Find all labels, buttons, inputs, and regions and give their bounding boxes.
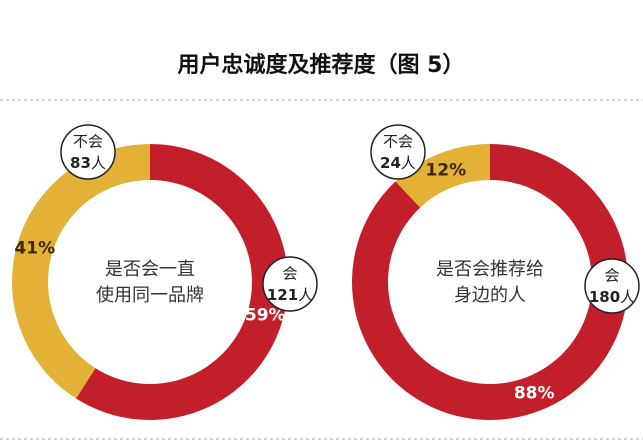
value-label: 12% xyxy=(425,160,466,180)
count-unit: 人 xyxy=(401,154,416,172)
donut-slice xyxy=(11,144,150,399)
count-number: 83 xyxy=(70,154,91,172)
center-label: 是否会推荐给 xyxy=(436,259,544,280)
donut-slice xyxy=(76,144,288,420)
callout-circle xyxy=(370,124,426,180)
value-label: 88% xyxy=(514,384,555,404)
donut-slice xyxy=(395,144,490,208)
value-label: 41% xyxy=(14,239,55,259)
center-label: 是否会一直 xyxy=(105,259,195,280)
callout-count: 121人 xyxy=(267,286,313,304)
callout-category: 会 xyxy=(282,265,297,283)
callout-circle xyxy=(584,258,640,314)
callout-circle xyxy=(262,256,318,312)
value-label: 59% xyxy=(245,305,286,325)
count-unit: 人 xyxy=(298,286,313,304)
count-number: 24 xyxy=(380,154,401,172)
callout-circle xyxy=(60,124,116,180)
count-unit: 人 xyxy=(620,288,635,306)
callout-count: 24人 xyxy=(380,154,416,172)
callout-category: 会 xyxy=(604,267,619,285)
callout-count: 83人 xyxy=(70,154,106,172)
chart-title: 用户忠诚度及推荐度（图 5） xyxy=(178,52,465,78)
callout-category: 不会 xyxy=(383,133,413,151)
center-label: 身边的人 xyxy=(454,285,526,306)
callout-count: 180人 xyxy=(589,288,635,306)
callout-category: 不会 xyxy=(73,133,103,151)
count-unit: 人 xyxy=(91,154,106,172)
count-number: 121 xyxy=(267,286,298,304)
count-number: 180 xyxy=(589,288,620,306)
center-label: 使用同一品牌 xyxy=(96,285,204,306)
